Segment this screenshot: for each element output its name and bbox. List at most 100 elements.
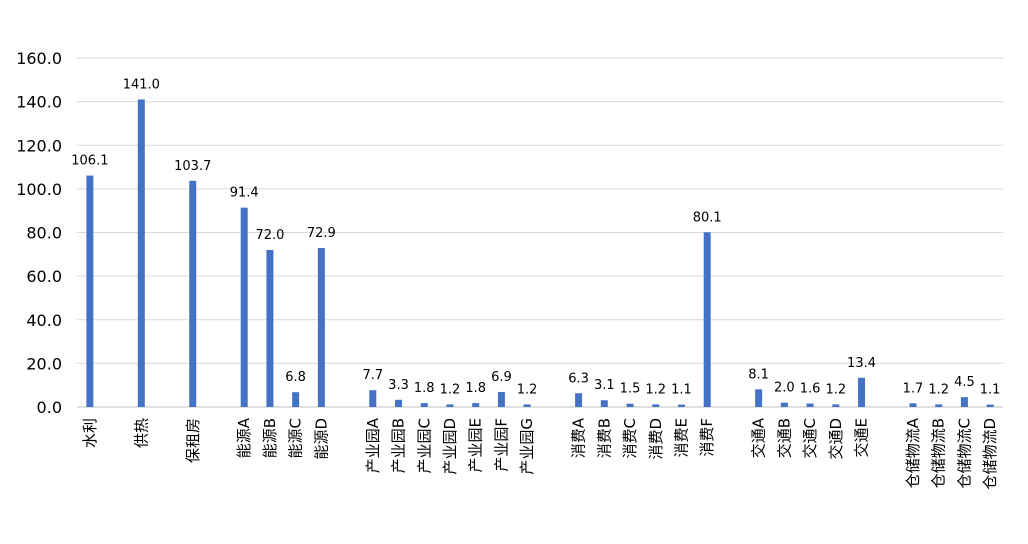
bar xyxy=(986,404,994,407)
data-label: 1.2 xyxy=(928,382,949,397)
bar xyxy=(652,404,660,407)
x-tick-label: 交通B xyxy=(775,418,793,458)
data-label: 72.0 xyxy=(255,228,284,243)
x-tick-label: 交通C xyxy=(801,418,819,458)
x-tick-label: 保租房 xyxy=(184,418,202,463)
bar xyxy=(317,247,325,407)
y-tick-label: 20.0 xyxy=(26,354,62,373)
data-label: 6.9 xyxy=(491,370,512,385)
x-tick-label: 消费D xyxy=(647,418,665,460)
bar xyxy=(472,403,480,407)
bar xyxy=(446,404,454,407)
data-label: 3.1 xyxy=(594,378,615,393)
bar xyxy=(292,392,300,407)
bar xyxy=(420,403,428,407)
data-label: 1.2 xyxy=(440,382,461,397)
y-tick-label: 120.0 xyxy=(16,136,62,155)
x-tick-label: 消费A xyxy=(570,417,588,458)
x-tick-label: 能源B xyxy=(261,418,279,458)
bar xyxy=(909,403,917,407)
x-tick-label: 产业园F xyxy=(492,418,510,472)
x-tick-label: 消费F xyxy=(698,418,716,457)
x-tick-label: 水利 xyxy=(81,418,99,448)
gridlines xyxy=(77,57,1003,408)
data-label: 2.0 xyxy=(774,381,795,396)
x-tick-label: 仓储物流D xyxy=(981,418,999,490)
bar xyxy=(755,389,763,407)
data-label: 72.9 xyxy=(307,226,336,241)
bar xyxy=(858,377,866,407)
data-label: 6.3 xyxy=(568,371,589,386)
x-tick-label: 能源C xyxy=(287,418,305,458)
data-label: 1.2 xyxy=(825,382,846,397)
y-tick-label: 60.0 xyxy=(26,267,62,286)
x-tick-label: 仓储物流B xyxy=(930,418,948,488)
data-label: 103.7 xyxy=(174,159,211,174)
data-label: 1.1 xyxy=(980,383,1001,398)
bar xyxy=(703,232,711,407)
y-tick-label: 40.0 xyxy=(26,311,62,330)
bar xyxy=(677,404,685,407)
bar xyxy=(626,403,634,407)
bar xyxy=(832,404,840,407)
data-label: 3.3 xyxy=(388,378,409,393)
data-label: 6.8 xyxy=(285,370,306,385)
bar xyxy=(523,404,531,407)
x-tick-label: 产业园B xyxy=(390,418,408,473)
data-label: 1.8 xyxy=(414,381,435,396)
bar xyxy=(86,175,94,407)
bar xyxy=(189,180,197,407)
x-tick-label: 交通A xyxy=(750,417,768,458)
x-tick-label: 产业园E xyxy=(467,418,485,472)
data-label: 141.0 xyxy=(123,77,160,92)
data-label: 7.7 xyxy=(362,368,383,383)
bars xyxy=(86,99,994,407)
x-tick-label: 产业园A xyxy=(364,417,382,473)
bar xyxy=(960,397,968,407)
y-tick-label: 80.0 xyxy=(26,224,62,243)
y-tick-label: 0.0 xyxy=(37,398,62,417)
bar xyxy=(497,391,505,407)
bar xyxy=(935,404,943,407)
data-label: 80.1 xyxy=(693,210,722,225)
x-tick-label: 消费E xyxy=(672,418,690,457)
data-label: 1.8 xyxy=(465,381,486,396)
y-tick-label: 140.0 xyxy=(16,93,62,112)
data-label: 1.2 xyxy=(645,382,666,397)
data-label: 1.7 xyxy=(903,381,924,396)
x-tick-label: 交通E xyxy=(853,418,871,457)
data-label: 91.4 xyxy=(230,186,259,201)
x-tick-label: 能源D xyxy=(312,418,330,460)
x-tick-label: 产业园G xyxy=(518,418,536,475)
bar xyxy=(369,390,377,407)
data-label: 4.5 xyxy=(954,375,975,390)
x-tick-label: 能源A xyxy=(235,417,253,458)
data-label: 13.4 xyxy=(847,356,876,371)
x-tick-label: 交通D xyxy=(827,418,845,460)
data-label: 106.1 xyxy=(71,154,108,169)
x-axis: 水利 供热 保租房 能源A 能源B 能源C 能源D 产业园A 产业园B 产业园C 产业园D 产业园E 产… xyxy=(81,417,999,489)
bar xyxy=(395,399,403,407)
bar xyxy=(575,393,583,407)
x-tick-label: 产业园C xyxy=(415,418,433,473)
data-label: 1.6 xyxy=(800,382,821,397)
bar xyxy=(780,402,788,407)
data-label: 1.2 xyxy=(517,382,538,397)
x-tick-label: 仓储物流A xyxy=(904,417,922,488)
data-label: 1.5 xyxy=(620,382,641,397)
y-axis: 0.0 20.0 40.0 60.0 80.0 100.0 120.0 140.0 160.0 xyxy=(16,49,62,417)
x-tick-label: 消费B xyxy=(595,418,613,458)
y-tick-label: 160.0 xyxy=(16,49,62,68)
x-tick-label: 仓储物流C xyxy=(955,418,973,488)
x-tick-label: 产业园D xyxy=(441,418,459,475)
bar xyxy=(240,207,248,407)
bar xyxy=(806,403,814,407)
x-tick-label: 消费C xyxy=(621,418,639,458)
data-label: 8.1 xyxy=(748,367,769,382)
data-labels: 106.1 141.0 103.7 91.4 72.0 6.8 72.9 7.7 3.3 1.8 1… xyxy=(71,77,1000,397)
bar xyxy=(137,99,145,407)
bar xyxy=(266,249,274,407)
data-label: 1.1 xyxy=(671,383,692,398)
x-tick-label: 供热 xyxy=(132,418,150,448)
